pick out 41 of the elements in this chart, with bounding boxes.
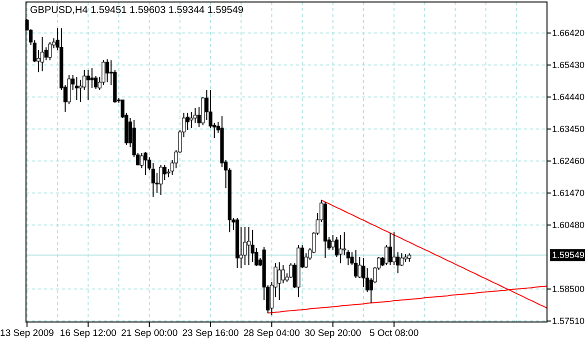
candlestick	[40, 36, 44, 72]
candlestick	[342, 232, 346, 256]
candlestick	[243, 226, 247, 266]
x-tick-label: 13 Sep 2009	[0, 328, 54, 339]
candlestick	[159, 164, 163, 196]
chart-title: GBPUSD,H4 1.59451 1.59603 1.59344 1.59549	[30, 5, 244, 16]
ref-line-label: 1.59549	[552, 250, 585, 260]
candlestick	[400, 252, 404, 267]
y-tick-label: 1.57510	[552, 316, 585, 326]
candlestick	[102, 60, 106, 86]
y-tick-label: 1.63450	[552, 124, 585, 134]
x-tick-label: 28 Sep 04:00	[243, 328, 300, 339]
candlestick	[86, 69, 90, 100]
y-tick-label: 1.66420	[552, 28, 585, 38]
candlestick	[354, 249, 358, 279]
x-tick-label: 5 Oct 08:00	[369, 328, 419, 339]
x-tick-label: 21 Sep 00:00	[121, 328, 178, 339]
y-tick-label: 1.65430	[552, 60, 585, 70]
x-tick-label: 30 Sep 20:00	[304, 328, 362, 339]
candlestick	[338, 234, 342, 264]
y-tick-label: 1.62460	[552, 156, 585, 166]
y-tick-label: 1.61470	[552, 188, 585, 198]
candlestick	[90, 67, 94, 88]
x-tick-label: 23 Sep 16:00	[182, 328, 239, 339]
candlestick	[105, 58, 110, 83]
candlestick	[162, 164, 166, 181]
candlestick	[392, 232, 396, 266]
candlestick	[278, 262, 282, 301]
candlestick	[74, 76, 79, 100]
candlestick	[281, 264, 285, 284]
y-tick-label: 1.58500	[552, 284, 585, 294]
candlestick	[362, 258, 366, 288]
candlestick	[144, 151, 148, 176]
candlestick	[246, 226, 251, 266]
candlestick	[388, 232, 392, 266]
y-tick-label: 1.64440	[552, 92, 585, 102]
x-tick-label: 16 Sep 12:00	[60, 328, 116, 339]
candlestick	[250, 229, 254, 262]
candlestick	[190, 111, 194, 129]
y-tick-label: 1.60480	[552, 220, 585, 230]
candlestick	[48, 42, 52, 61]
